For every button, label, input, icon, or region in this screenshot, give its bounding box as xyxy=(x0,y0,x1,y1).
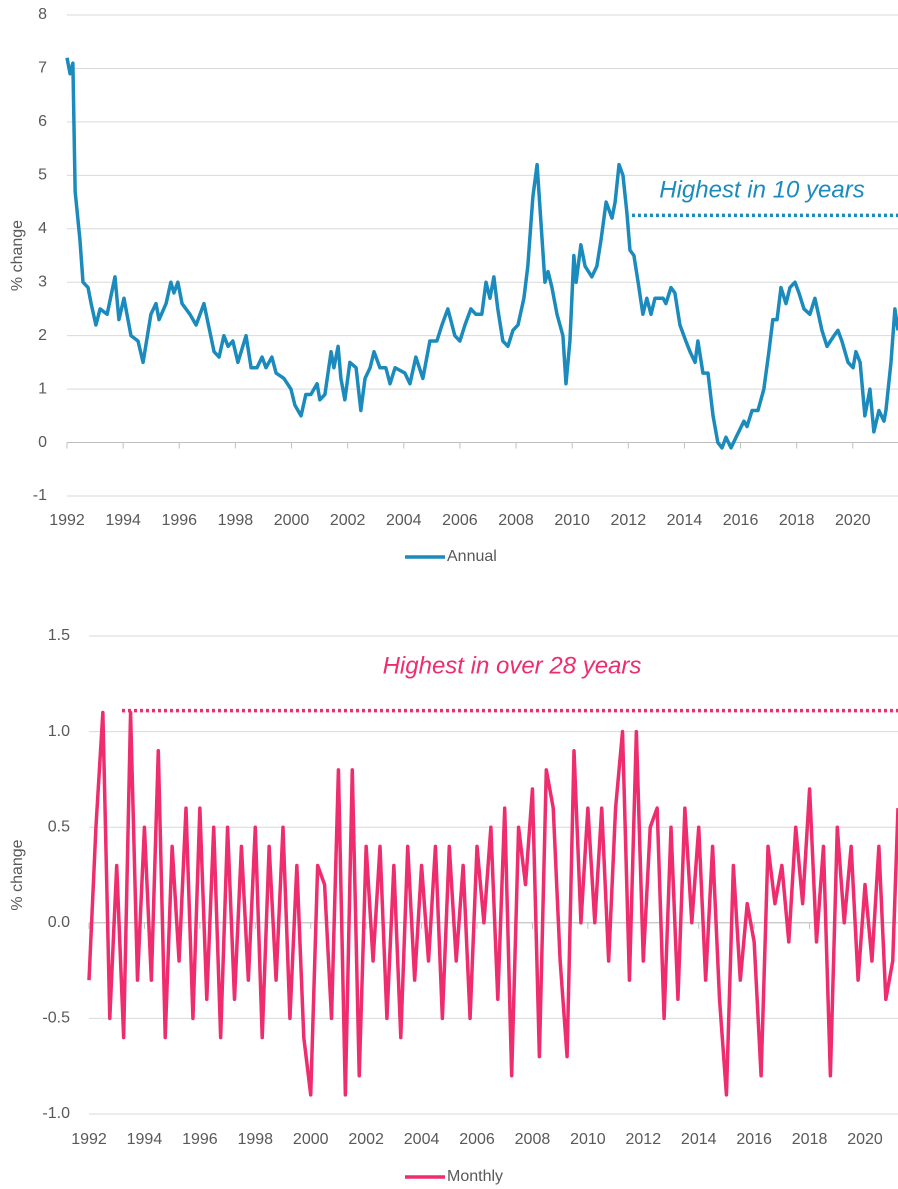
y-tick-label: 6 xyxy=(38,113,47,130)
x-tick-label: 2000 xyxy=(274,512,310,529)
y-axis-label: % change xyxy=(9,839,26,910)
x-tick-label: 1996 xyxy=(161,512,197,529)
x-tick-label: 2002 xyxy=(330,512,366,529)
x-tick-label: 2010 xyxy=(570,1131,606,1148)
annotation-text: Highest in 10 years xyxy=(659,176,864,203)
x-tick-label: 2004 xyxy=(386,512,422,529)
x-tick-label: 2012 xyxy=(611,512,647,529)
y-tick-label: -0.5 xyxy=(42,1010,70,1027)
annotation-text: Highest in over 28 years xyxy=(383,652,642,679)
x-tick-label: 2006 xyxy=(459,1131,495,1148)
x-tick-label: 1998 xyxy=(237,1131,273,1148)
y-tick-label: 0.0 xyxy=(48,914,70,931)
x-tick-label: 2014 xyxy=(667,512,703,529)
x-tick-label: 2010 xyxy=(554,512,590,529)
y-tick-label: 1.0 xyxy=(48,723,70,740)
x-tick-label: 2004 xyxy=(404,1131,440,1148)
y-tick-label: 4 xyxy=(38,220,47,237)
y-tick-label: 2 xyxy=(38,327,47,344)
legend-label: Annual xyxy=(447,548,497,565)
x-tick-label: 1996 xyxy=(182,1131,218,1148)
y-tick-label: 7 xyxy=(38,60,47,77)
y-tick-label: 3 xyxy=(38,273,47,290)
x-tick-label: 2000 xyxy=(293,1131,329,1148)
x-tick-label: 2002 xyxy=(348,1131,384,1148)
x-tick-label: 1992 xyxy=(49,512,85,529)
x-tick-label: 2018 xyxy=(779,512,815,529)
legend-label: Monthly xyxy=(447,1168,503,1185)
x-tick-label: 2016 xyxy=(736,1131,772,1148)
x-tick-label: 2014 xyxy=(681,1131,717,1148)
x-tick-label: 1992 xyxy=(71,1131,107,1148)
y-tick-label: 1 xyxy=(38,380,47,397)
y-tick-label: -1.0 xyxy=(42,1105,70,1122)
y-tick-label: 8 xyxy=(38,6,47,23)
y-tick-label: 5 xyxy=(38,167,47,184)
x-tick-label: 1998 xyxy=(218,512,254,529)
x-tick-label: 2012 xyxy=(626,1131,662,1148)
y-tick-label: 1.5 xyxy=(48,627,70,644)
x-tick-label: 2016 xyxy=(723,512,759,529)
x-tick-label: 1994 xyxy=(127,1131,163,1148)
y-tick-label: 0 xyxy=(38,434,47,451)
x-tick-label: 2008 xyxy=(498,512,534,529)
x-tick-label: 2020 xyxy=(835,512,871,529)
data-line xyxy=(87,710,898,1097)
x-tick-label: 2020 xyxy=(847,1131,883,1148)
x-tick-label: 2006 xyxy=(442,512,478,529)
y-tick-label: 0.5 xyxy=(48,818,70,835)
data-line xyxy=(65,57,898,450)
y-axis-label: % change xyxy=(9,220,26,291)
x-tick-label: 2008 xyxy=(515,1131,551,1148)
x-tick-label: 1994 xyxy=(105,512,141,529)
y-tick-label: -1 xyxy=(33,487,47,504)
x-tick-label: 2018 xyxy=(792,1131,828,1148)
